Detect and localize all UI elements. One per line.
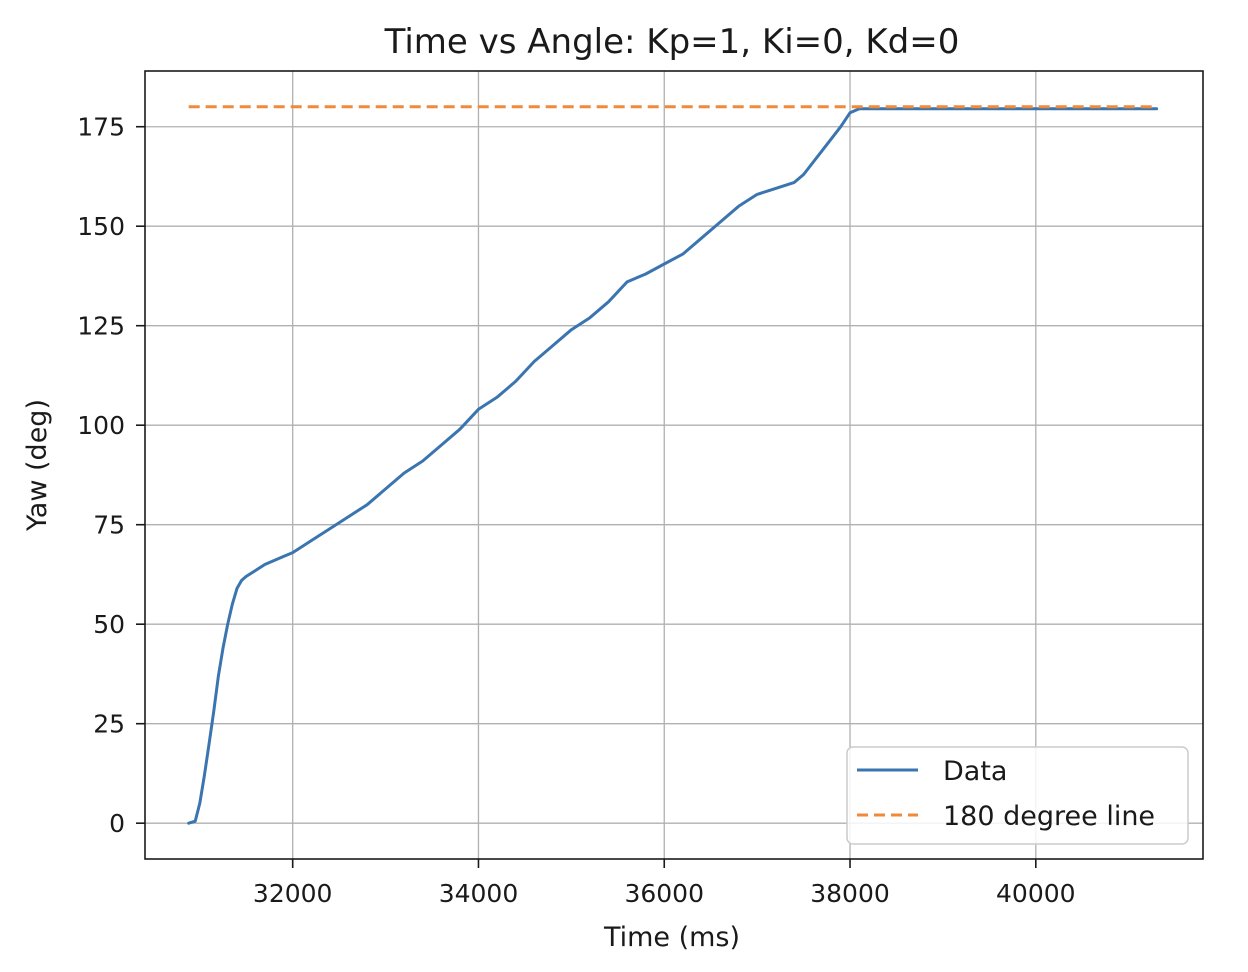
y-tick-label: 125 [77, 312, 125, 341]
x-tick-label: 34000 [439, 879, 519, 908]
series-line-data [187, 107, 1159, 825]
legend-label-data: Data [943, 756, 1007, 787]
chart-title: Time vs Angle: Kp=1, Ki=0, Kd=0 [384, 22, 960, 62]
legend-label-180-degree-line: 180 degree line [943, 801, 1155, 832]
y-tick-label: 50 [93, 610, 125, 639]
y-axis-label: Yaw (deg) [22, 399, 53, 532]
y-tick-label: 175 [77, 113, 125, 142]
x-tick-label: 32000 [253, 879, 333, 908]
x-tick-label: 36000 [624, 879, 704, 908]
x-axis-label: Time (ms) [603, 922, 740, 953]
y-tick-label: 150 [77, 212, 125, 241]
series-layer [187, 105, 1159, 825]
legend-box [846, 746, 1189, 845]
y-tick-label: 75 [93, 511, 125, 540]
grid-layer [145, 71, 1203, 859]
plot-frame [144, 70, 1204, 860]
tick-layer: 32000 34000 36000 38000 40000 0 25 50 75 100 125 15… [77, 113, 1075, 908]
legend: Data 180 degree line [846, 746, 1189, 845]
y-tick-label: 25 [93, 710, 125, 739]
x-tick-label: 40000 [996, 879, 1076, 908]
y-tick-label: 100 [77, 411, 125, 440]
x-tick-label: 38000 [810, 879, 890, 908]
y-tick-label: 0 [109, 809, 125, 838]
